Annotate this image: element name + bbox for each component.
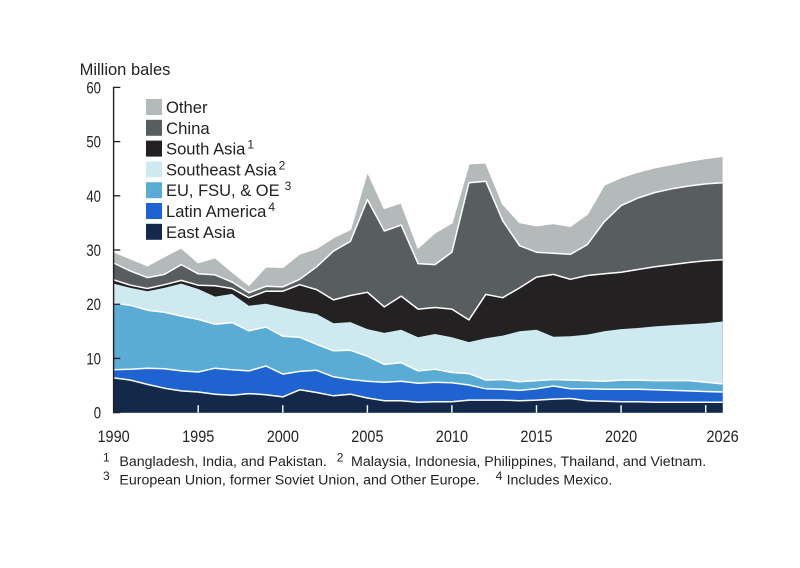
svg-text:Malaysia, Indonesia, Philippin: Malaysia, Indonesia, Philippines, Thaila…: [351, 454, 706, 470]
svg-text:East Asia: East Asia: [166, 223, 236, 242]
svg-text:European Union, former Soviet: European Union, former Soviet Union, and…: [119, 473, 479, 489]
svg-text:4: 4: [496, 469, 503, 483]
svg-text:2020: 2020: [605, 427, 637, 446]
svg-text:30: 30: [86, 242, 101, 260]
svg-text:3: 3: [285, 179, 292, 193]
svg-text:Latin America: Latin America: [166, 202, 267, 221]
svg-text:1995: 1995: [182, 427, 214, 446]
svg-text:40: 40: [86, 188, 101, 206]
svg-text:South Asia: South Asia: [166, 140, 246, 159]
svg-text:Southeast Asia: Southeast Asia: [166, 160, 277, 179]
svg-text:1: 1: [247, 138, 254, 152]
svg-text:China: China: [166, 119, 210, 138]
svg-text:Million bales: Million bales: [80, 60, 171, 79]
svg-text:20: 20: [86, 296, 101, 314]
svg-text:Bangladesh, India, and Pakista: Bangladesh, India, and Pakistan.: [119, 454, 326, 470]
svg-text:10: 10: [86, 350, 101, 368]
svg-text:50: 50: [86, 134, 101, 152]
svg-text:4: 4: [268, 200, 275, 214]
svg-text:2010: 2010: [436, 427, 468, 446]
svg-text:1: 1: [103, 451, 110, 465]
svg-text:Other: Other: [166, 98, 208, 117]
svg-text:2026: 2026: [707, 427, 739, 446]
svg-text:0: 0: [94, 405, 101, 423]
svg-text:EU, FSU, & OE: EU, FSU, & OE: [166, 181, 280, 200]
svg-text:Includes Mexico.: Includes Mexico.: [507, 473, 613, 489]
svg-text:1990: 1990: [98, 427, 130, 446]
svg-text:2000: 2000: [267, 427, 299, 446]
svg-text:2: 2: [337, 451, 344, 465]
svg-text:2005: 2005: [351, 427, 383, 446]
svg-text:2015: 2015: [520, 427, 552, 446]
svg-text:60: 60: [86, 79, 101, 97]
svg-text:3: 3: [103, 469, 110, 483]
svg-text:2: 2: [279, 158, 286, 172]
